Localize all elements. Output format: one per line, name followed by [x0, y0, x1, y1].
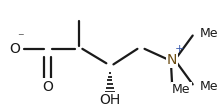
Text: Me: Me	[172, 83, 190, 96]
Text: ⁻: ⁻	[17, 31, 24, 44]
Text: Me: Me	[200, 80, 218, 93]
Text: O: O	[10, 42, 20, 56]
Text: +: +	[174, 44, 184, 54]
Text: N: N	[167, 53, 177, 67]
Text: OH: OH	[99, 93, 121, 107]
Text: O: O	[42, 80, 53, 94]
Text: Me: Me	[200, 27, 218, 40]
